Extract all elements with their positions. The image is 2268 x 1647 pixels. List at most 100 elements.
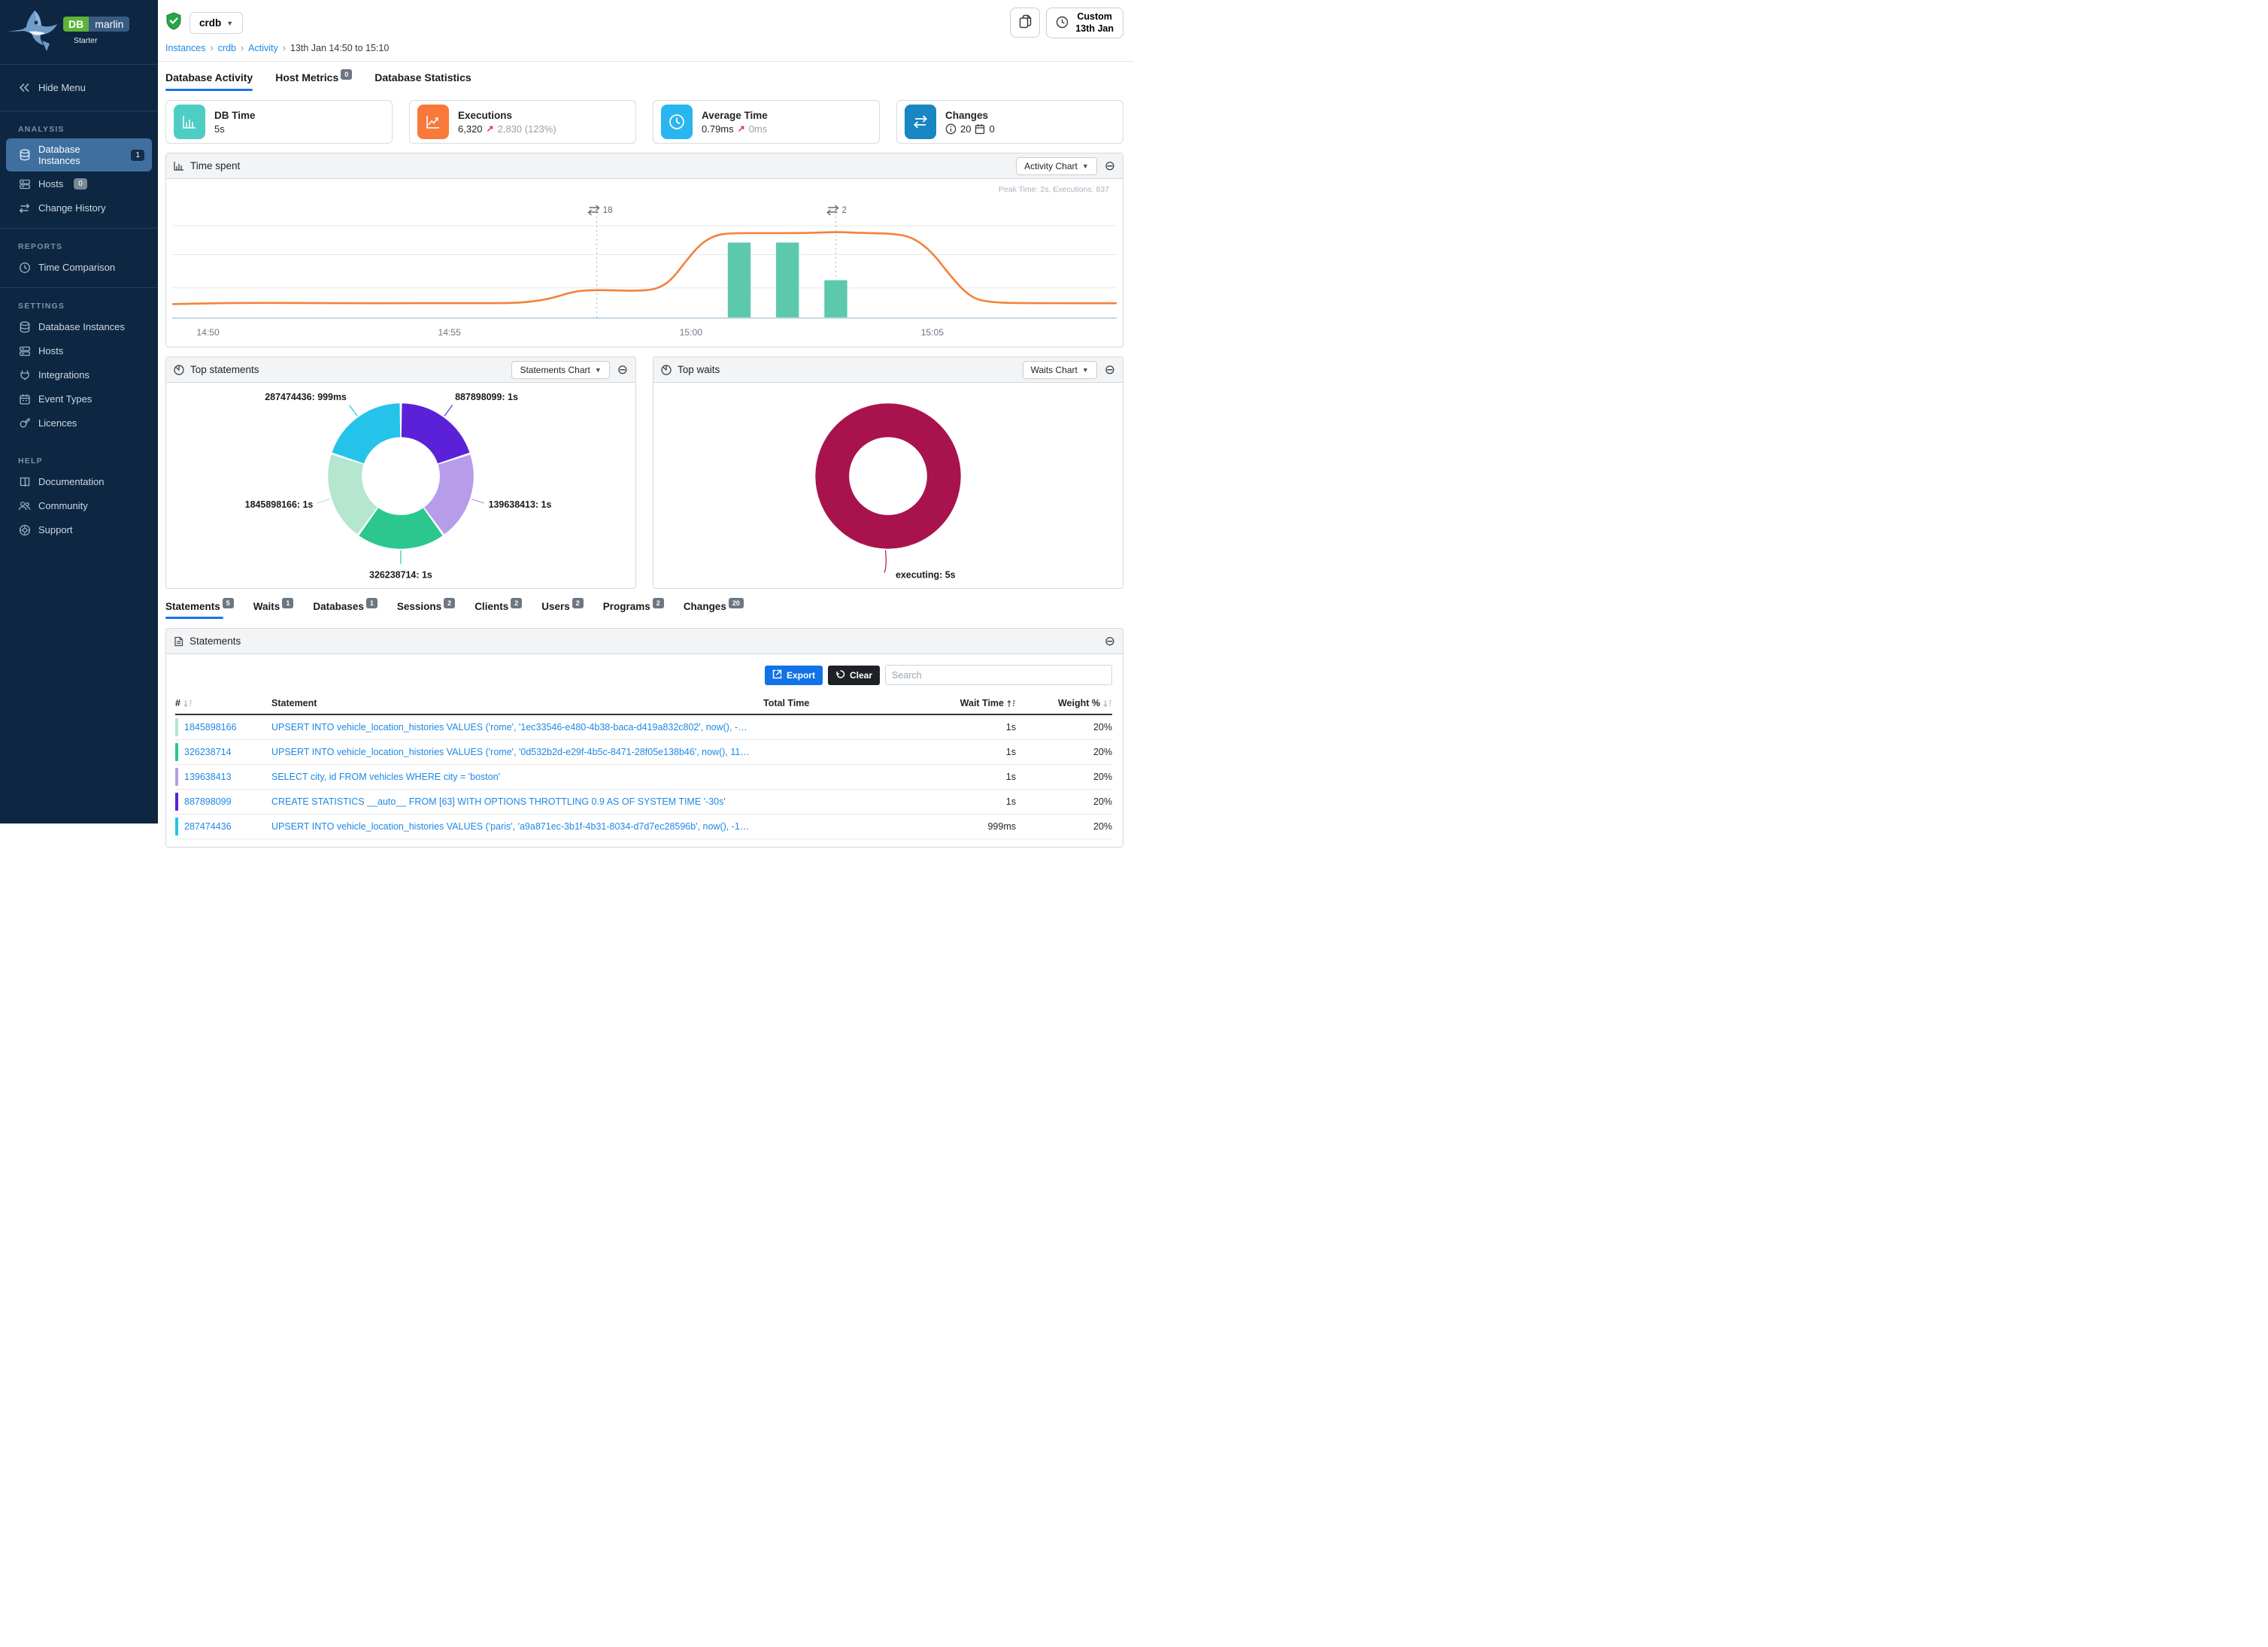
collapse-panel-icon[interactable]: ⊖ [1104, 634, 1115, 649]
wait-time-value: 1s [1005, 722, 1016, 733]
sidebar-item-event-types[interactable]: Event Types [6, 387, 152, 411]
donut-slice[interactable] [359, 508, 443, 549]
detail-tab-changes[interactable]: Changes 20 [683, 598, 744, 619]
server-icon [18, 344, 31, 357]
time-spent-title: Time spent [190, 160, 241, 172]
detail-tab-sessions[interactable]: Sessions 2 [397, 598, 456, 619]
donut-slice[interactable] [815, 403, 961, 549]
metric-value: 5s [214, 123, 256, 135]
tab-database-activity[interactable]: Database Activity [165, 71, 253, 92]
detail-tab-databases[interactable]: Databases 1 [313, 598, 377, 619]
sidebar-section-analysis: ANALYSIS Database Instances 1 Hosts 0 Change … [0, 111, 158, 229]
lifebuoy-icon [18, 523, 31, 536]
statement-sql-link[interactable]: CREATE STATISTICS __auto__ FROM [63] WIT… [271, 796, 726, 808]
hide-menu-label: Hide Menu [38, 82, 86, 93]
donut-slice[interactable] [423, 454, 474, 535]
clear-button[interactable]: Clear [827, 665, 880, 685]
sidebar-item-integrations[interactable]: Integrations [6, 363, 152, 387]
sidebar-item-community[interactable]: Community [6, 494, 152, 517]
column-header-statement[interactable]: Statement [271, 698, 317, 709]
statement-sql-link[interactable]: UPSERT INTO vehicle_location_histories V… [271, 747, 750, 758]
detail-tab-programs[interactable]: Programs 2 [603, 598, 664, 619]
donut-slice[interactable] [400, 403, 470, 465]
statement-sql-link[interactable]: UPSERT INTO vehicle_location_histories V… [271, 821, 750, 833]
topbar: crdb ▼ Custom 13th Jan [158, 0, 1134, 40]
x-tick-label: 14:50 [196, 327, 220, 338]
statement-id-link[interactable]: 287474436 [184, 821, 232, 833]
metric-title: Changes [945, 109, 989, 121]
instance-selector-button[interactable]: crdb ▼ [190, 12, 244, 35]
column-header-total-time[interactable]: Total Time [763, 698, 810, 709]
change-marker-icon[interactable]: 18 [587, 205, 613, 216]
detail-tab-waits[interactable]: Waits 1 [253, 598, 294, 619]
activity-chart-selector[interactable]: Activity Chart ▼ [1016, 156, 1097, 175]
db-time-line [172, 231, 1117, 305]
breadcrumb-activity[interactable]: Activity [248, 43, 278, 54]
collapse-panel-icon[interactable]: ⊖ [617, 362, 628, 378]
metric-value: 0.79ms ↗ 0ms [702, 123, 768, 135]
column-header-num[interactable]: # [175, 698, 271, 708]
executions-bar[interactable] [727, 242, 751, 318]
sidebar-item-documentation[interactable]: Documentation [6, 470, 152, 493]
sidebar-item-time-comparison[interactable]: Time Comparison [6, 256, 152, 279]
donut-slice[interactable] [332, 403, 402, 465]
copy-link-button[interactable] [1010, 8, 1041, 38]
search-input[interactable] [885, 665, 1112, 686]
tab-label: Changes [683, 601, 726, 613]
chevron-down-icon: ▼ [1081, 365, 1089, 374]
licence-icon [18, 417, 31, 429]
executions-bar[interactable] [776, 242, 799, 318]
breadcrumb-instances[interactable]: Instances [165, 43, 206, 54]
statement-id-link[interactable]: 326238714 [184, 747, 232, 758]
sidebar-item-label: Time Comparison [38, 262, 116, 273]
sidebar-item-licences[interactable]: Licences [6, 411, 152, 435]
sidebar-item-database-instances[interactable]: Database Instances [6, 315, 152, 338]
weight-value: 20% [1093, 747, 1112, 758]
tab-host-metrics[interactable]: Host Metrics 0 [275, 69, 353, 91]
sidebar-item-label: Support [38, 524, 73, 535]
statement-sql-link[interactable]: SELECT city, id FROM vehicles WHERE city… [271, 772, 501, 783]
metric-card-executions: Executions 6,320 ↗ 2,830 (123%) [409, 100, 636, 144]
detail-tab-clients[interactable]: Clients 2 [475, 598, 523, 619]
clock-icon [661, 105, 693, 140]
tab-database-statistics[interactable]: Database Statistics [374, 71, 471, 91]
collapse-panel-icon[interactable]: ⊖ [1104, 159, 1115, 174]
export-icon [772, 669, 782, 681]
sidebar-item-hosts[interactable]: Hosts [6, 339, 152, 362]
collapse-panel-icon[interactable]: ⊖ [1104, 362, 1115, 378]
table-row: 287474436 UPSERT INTO vehicle_location_hi… [175, 814, 1112, 840]
executions-bar[interactable] [824, 280, 847, 318]
sidebar-item-database-instances[interactable]: Database Instances 1 [6, 138, 152, 171]
chevron-down-icon: ▼ [1081, 162, 1089, 170]
sidebar-item-hosts[interactable]: Hosts 0 [6, 172, 152, 196]
sidebar: DB marlin Starter Hide Menu ANALYSIS Data… [0, 0, 158, 824]
sidebar-item-change-history[interactable]: Change History [6, 196, 152, 220]
donut-slice[interactable] [328, 454, 378, 535]
statements-table: # Statement Total Time Wait Time Weight … [166, 693, 1123, 847]
swap-icon [905, 105, 936, 140]
column-header-weight[interactable]: Weight % [1016, 698, 1112, 708]
metric-title: Executions [458, 109, 513, 121]
statement-id-link[interactable]: 139638413 [184, 772, 232, 783]
detail-tab-users[interactable]: Users 2 [541, 598, 584, 619]
sidebar-section-settings: SETTINGS Database Instances Hosts Integrati… [0, 288, 158, 443]
statement-id-link[interactable]: 887898099 [184, 796, 232, 808]
statement-sql-link[interactable]: UPSERT INTO vehicle_location_histories V… [271, 722, 750, 733]
breadcrumb-crdb[interactable]: crdb [217, 43, 237, 54]
logo-marlin-badge: marlin [89, 17, 130, 32]
sidebar-item-label: Database Instances [38, 144, 80, 166]
app-logo: DB marlin Starter [0, 0, 158, 65]
hide-menu-button[interactable]: Hide Menu [6, 76, 152, 99]
time-range-button[interactable]: Custom 13th Jan [1046, 8, 1123, 39]
column-header-wait-time[interactable]: Wait Time [852, 698, 1016, 708]
metric-title: Average Time [702, 109, 768, 121]
export-button[interactable]: Export [764, 665, 823, 685]
sidebar-item-support[interactable]: Support [6, 518, 152, 541]
detail-tab-statements[interactable]: Statements 5 [165, 598, 234, 620]
statements-chart-selector[interactable]: Statements Chart ▼ [511, 360, 610, 379]
change-marker-icon[interactable]: 2 [826, 205, 847, 216]
database-icon [18, 149, 31, 162]
waits-chart-selector[interactable]: Waits Chart ▼ [1022, 360, 1097, 379]
statement-id-link[interactable]: 1845898166 [184, 722, 237, 733]
sidebar-item-label: Event Types [38, 393, 92, 405]
